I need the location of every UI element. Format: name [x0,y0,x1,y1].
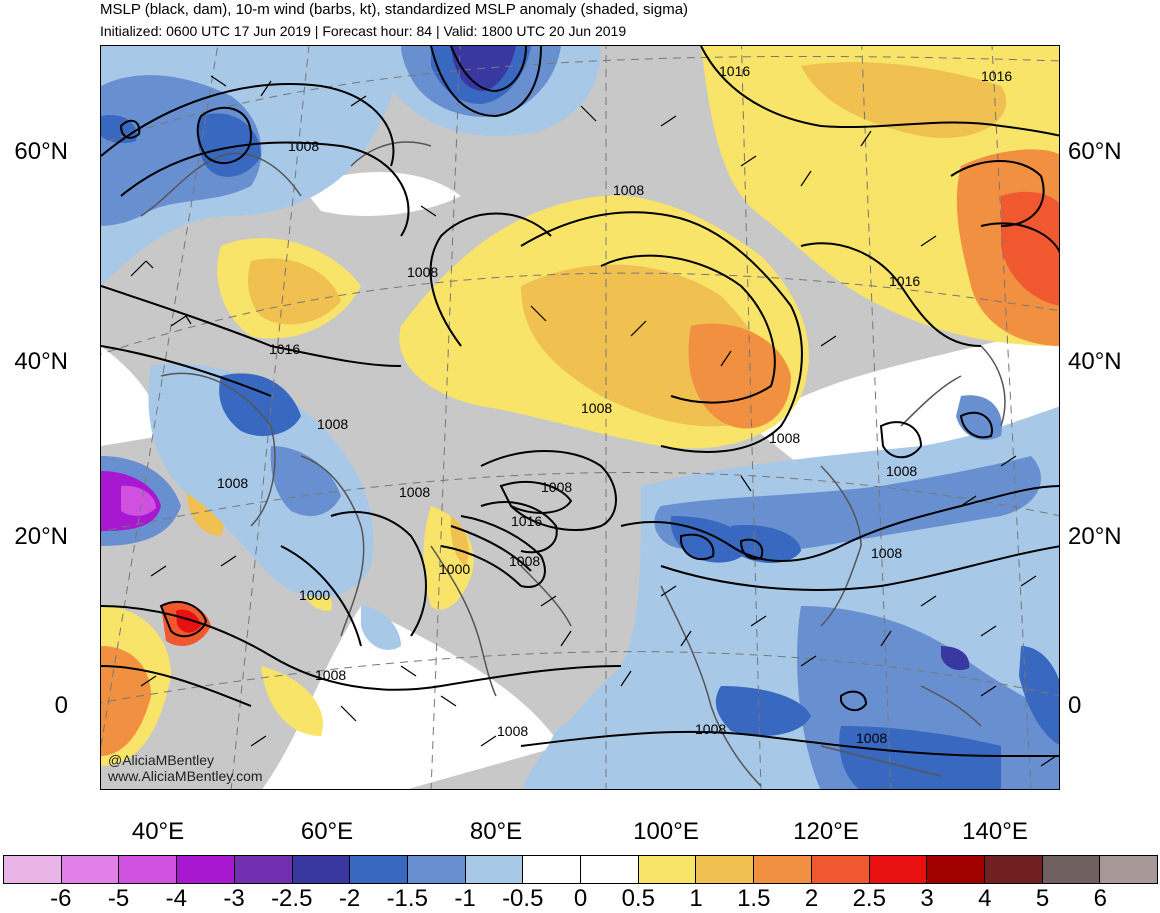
colorbar-tick-label: 2 [804,885,819,912]
credit-website: www.AliciaMBentley.com [108,768,263,784]
isobar-label: 1016 [719,63,750,79]
isobar-label: 1016 [981,68,1012,84]
isobar-label: 1008 [581,400,612,416]
colorbar-swatch [638,856,697,883]
colorbar-swatch [177,856,235,883]
lat-label-40n-right: 40°N [1068,348,1122,375]
colorbar-swatch [465,856,524,883]
colorbar-swatch [869,856,928,883]
credit-handle: @AliciaMBentley [108,752,215,768]
isobar-label: 1000 [299,587,330,603]
isobar-label: 1008 [856,730,887,746]
colorbar-tick-label: -2.5 [271,885,313,912]
lat-label-40n-left: 40°N [14,348,68,375]
colorbar-tick-label: 4 [978,885,992,912]
map-canvas: 1016 1016 1008 1008 1008 1016 1016 1008 … [101,46,1059,789]
colorbar-swatch [984,856,1043,883]
isobar-label: 1016 [511,513,542,529]
colorbar-swatch [4,856,62,883]
lon-label-40e: 40°E [131,818,185,845]
lon-label-80e: 80°E [469,818,523,845]
colorbar-tick-label: 2.5 [852,885,886,912]
colorbar-tick-label: 0.5 [621,885,655,912]
isobar-label: 1008 [407,264,438,280]
map-subtitle: Initialized: 0600 UTC 17 Jun 2019 | Fore… [100,23,627,39]
colorbar-swatch [1100,856,1158,883]
colorbar-swatch [61,856,120,883]
colorbar-tick-label: -5 [107,885,130,912]
isobar-label: 1000 [439,561,470,577]
colorbar-swatch [754,856,812,883]
colorbar-tick-label: 6 [1093,885,1107,912]
map-panel: 1016 1016 1008 1008 1008 1016 1016 1008 … [100,45,1060,790]
lon-label-100e: 100°E [633,818,699,845]
colorbar-tick-label: -6 [50,885,72,912]
isobar-label: 1008 [695,721,726,737]
colorbar-tick-label: 0 [573,885,588,912]
negative-anomalies [101,46,1059,789]
graticule [101,46,1059,789]
colorbar-tick-label: -1 [454,885,476,912]
isobars [101,46,1059,757]
isobar-label: 1008 [399,484,430,500]
isobar-label: 1008 [315,667,346,683]
isobar-label: 1016 [889,273,920,289]
lat-label-20n-left: 20°N [14,523,68,550]
coastlines [140,141,1006,787]
lat-label-0-right: 0 [1068,692,1082,719]
lat-label-0-left: 0 [54,692,68,719]
isobar-label: 1008 [288,138,319,154]
colorbar-tick-label: 1.5 [737,885,771,912]
isobar-label: 1008 [317,416,348,432]
colorbar-tick-label: 5 [1035,885,1050,912]
colorbar-tick-label: -1.5 [386,885,428,912]
colorbar-tick-label: -3 [223,885,245,912]
isobar-label: 1008 [497,723,528,739]
wind-barbs [130,75,1057,767]
colorbar-swatch [696,856,755,883]
colorbar-swatch [581,856,639,883]
colorbar-swatch [523,856,582,883]
colorbar-tick-label: -0.5 [502,885,544,912]
lat-label-20n-right: 20°N [1068,523,1122,550]
colorbar-swatch [119,856,178,883]
colorbar-tick-label: -4 [165,885,187,912]
lon-label-120e: 120°E [793,818,859,845]
colorbar-tick-label: 1 [689,885,703,912]
isobar-label: 1008 [886,463,917,479]
lon-label-60e: 60°E [300,818,354,845]
colorbar [3,855,1158,884]
isobar-label: 1008 [217,475,248,491]
lat-label-60n-right: 60°N [1068,138,1122,165]
colorbar-swatch [234,856,293,883]
isobar-label: 1016 [269,341,300,357]
isobar-label: 1008 [509,553,540,569]
colorbar-swatch [811,856,870,883]
isobar-label: 1008 [541,479,572,495]
isobar-labels: 1016 1016 1008 1008 1008 1016 1016 1008 … [217,63,1012,746]
isobar-label: 1008 [613,182,644,198]
colorbar-swatch [292,856,351,883]
isobar-label: 1008 [871,545,902,561]
colorbar-swatch [1042,856,1101,883]
colorbar-swatch [350,856,408,883]
lon-label-140e: 140°E [962,818,1028,845]
positive-anomalies [101,46,1059,766]
colorbar-tick-label: 3 [920,885,934,912]
colorbar-tick-label: -2 [338,885,361,912]
colorbar-swatch [407,856,466,883]
map-title: MSLP (black, dam), 10-m wind (barbs, kt)… [100,1,689,18]
isobar-label: 1008 [769,430,800,446]
lat-label-60n-left: 60°N [14,138,68,165]
colorbar-swatch [927,856,985,883]
